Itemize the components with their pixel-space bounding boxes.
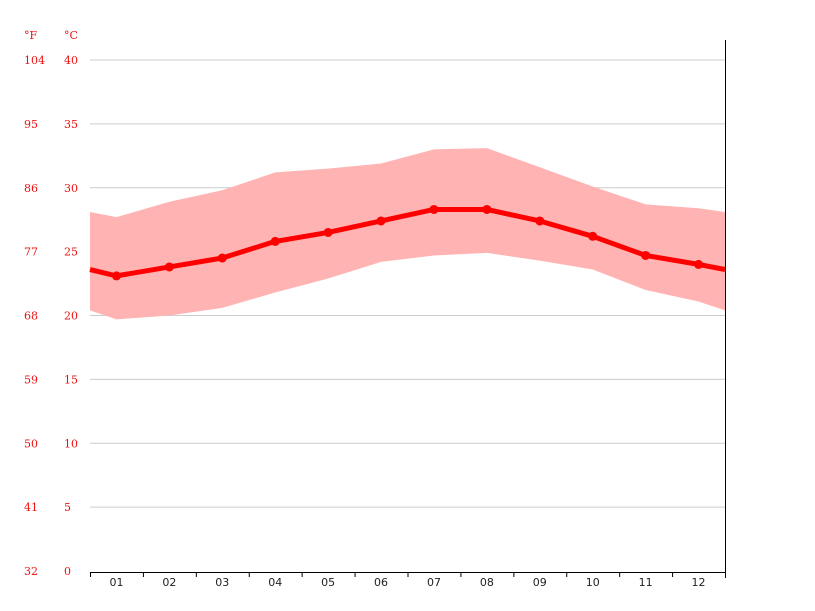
- celsius-tick-label: 0: [64, 565, 71, 578]
- data-point: [111, 271, 121, 281]
- fahrenheit-tick-label: 77: [24, 246, 38, 259]
- data-point: [217, 253, 227, 263]
- y-axis-labels: 32 0 41 5 50 10 59 15 68 20 77 25 86 30 95 35 104 40: [24, 54, 78, 578]
- data-point: [641, 250, 651, 260]
- month-label: 08: [480, 576, 494, 589]
- month-label: 03: [215, 576, 229, 589]
- fahrenheit-unit-label: °F: [24, 29, 38, 42]
- month-label: 06: [374, 576, 388, 589]
- celsius-tick-label: 40: [64, 54, 78, 67]
- data-point: [270, 236, 280, 246]
- celsius-tick-label: 20: [64, 310, 78, 323]
- month-label: 05: [321, 576, 335, 589]
- average-temperature-line: [89, 206, 726, 279]
- fahrenheit-tick-label: 95: [24, 118, 38, 131]
- month-label: 07: [427, 576, 441, 589]
- fahrenheit-tick-label: 68: [24, 310, 38, 323]
- month-label: 12: [692, 576, 706, 589]
- month-label: 10: [586, 576, 600, 589]
- celsius-unit-label: °C: [64, 29, 78, 42]
- celsius-tick-label: 35: [64, 118, 78, 131]
- fahrenheit-tick-label: 32: [24, 565, 38, 578]
- month-label: 01: [109, 576, 123, 589]
- fahrenheit-tick-label: 104: [24, 54, 45, 67]
- month-label: 02: [162, 576, 176, 589]
- data-point: [429, 204, 439, 214]
- fahrenheit-tick-label: 50: [24, 437, 38, 450]
- celsius-tick-label: 10: [64, 437, 78, 450]
- x-axis-ticks: 01 02 03 04 05 06 07 08 09 10 11 12: [90, 572, 726, 589]
- month-label: 04: [268, 576, 282, 589]
- month-label: 11: [639, 576, 653, 589]
- fahrenheit-tick-label: 59: [24, 373, 38, 386]
- data-point: [588, 231, 598, 241]
- celsius-tick-label: 5: [64, 501, 71, 514]
- data-point: [323, 227, 333, 237]
- data-point: [694, 259, 704, 269]
- celsius-tick-label: 25: [64, 246, 78, 259]
- fahrenheit-tick-label: 41: [24, 501, 38, 514]
- data-point: [482, 204, 492, 214]
- data-point: [376, 216, 386, 226]
- data-points: [111, 204, 704, 281]
- celsius-tick-label: 30: [64, 182, 78, 195]
- celsius-tick-label: 15: [64, 373, 78, 386]
- min-max-band: [90, 148, 725, 320]
- data-point: [164, 262, 174, 272]
- data-point: [535, 216, 545, 226]
- fahrenheit-tick-label: 86: [24, 182, 38, 195]
- month-label: 09: [533, 576, 547, 589]
